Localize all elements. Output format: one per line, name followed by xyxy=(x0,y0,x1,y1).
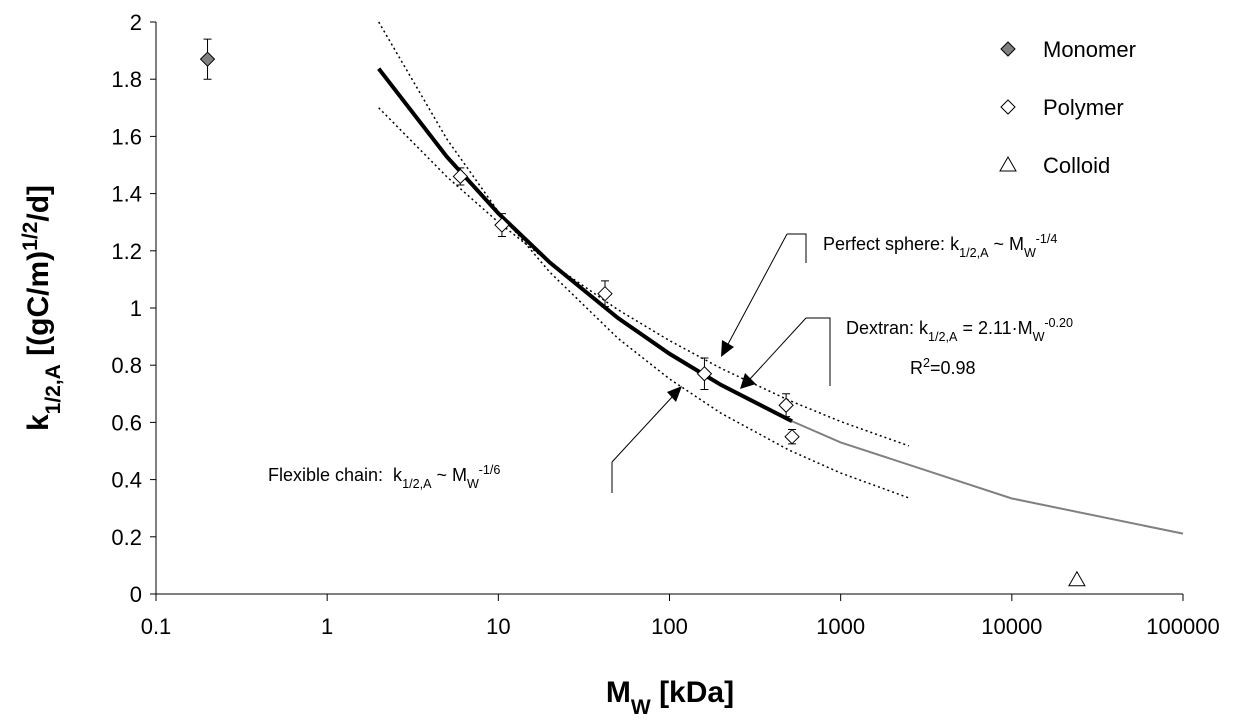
y-tick-label: 1 xyxy=(130,296,142,321)
annotation-part: = 2.11·M xyxy=(957,318,1032,338)
annotation-part: 1/2,A xyxy=(959,246,989,260)
y-tick-label: 0 xyxy=(130,582,142,607)
bracket xyxy=(787,233,807,263)
annotation-part: ~ M xyxy=(431,465,467,485)
y-axis-title-part: [(gC/m) xyxy=(22,251,55,364)
annotation-part: 1/2,A xyxy=(402,477,432,491)
y-tick-label: 1.4 xyxy=(111,182,142,207)
data-point xyxy=(199,51,216,67)
x-axis-title-part: M xyxy=(606,676,631,709)
x-tick-label: 1 xyxy=(321,614,333,639)
x-axis-title-part: [kDa] xyxy=(651,676,734,709)
x-tick-label: 10000 xyxy=(981,614,1042,639)
x-tick-label: 100000 xyxy=(1146,614,1219,639)
annotation-part: =0.98 xyxy=(930,358,976,378)
arrow-head xyxy=(721,340,734,357)
fit-line xyxy=(791,420,1184,535)
data-point xyxy=(784,428,800,445)
arrow-heads xyxy=(667,340,756,402)
y-tick-label: 0.6 xyxy=(111,410,142,435)
x-tick-label: 100 xyxy=(651,614,688,639)
annotation: Perfect sphere: k1/2,A ~ MW-1/4 xyxy=(823,232,1057,260)
data-point xyxy=(1068,570,1086,587)
y-axis-title-part: 1/2,A xyxy=(42,364,65,414)
arrow-line xyxy=(749,317,807,380)
y-tick-label: 1.2 xyxy=(111,239,142,264)
fit-line xyxy=(378,107,910,447)
data-point xyxy=(778,397,794,413)
y-axis-title-part: 1/2 xyxy=(19,222,42,251)
arrow-head xyxy=(667,386,682,402)
annotation-part: ~ M xyxy=(988,234,1024,254)
data-point xyxy=(494,217,510,233)
fit-line xyxy=(378,21,910,499)
data-point xyxy=(597,285,613,302)
annotation-part: W xyxy=(467,477,479,491)
annotation-part: W xyxy=(1024,246,1036,260)
y-tick-label: 0.2 xyxy=(111,525,142,550)
y-tick-label: 0.8 xyxy=(111,353,142,378)
x-axis-title-part: W xyxy=(631,696,651,719)
annotation: Flexible chain: k1/2,A ~ MW-1/6 xyxy=(268,463,500,491)
annotation-part: 1/2,A xyxy=(928,330,958,344)
x-axis-title: MW [kDa] xyxy=(606,676,734,719)
annotation-part: -1/6 xyxy=(479,463,501,477)
annotation-part: Dextran: k xyxy=(846,318,929,338)
annotation-part: -0.20 xyxy=(1044,316,1073,330)
bracket xyxy=(806,317,831,386)
y-tick-label: 0.4 xyxy=(111,468,142,493)
y-tick-label: 1.6 xyxy=(111,124,142,149)
data-point xyxy=(452,168,469,185)
annotation-part: -1/4 xyxy=(1036,232,1058,246)
arrow-head xyxy=(740,373,756,389)
annotation-part: R xyxy=(910,358,923,378)
annotation-part: W xyxy=(1033,330,1045,344)
annotation: Dextran: k1/2,A = 2.11·MW-0.20 xyxy=(846,316,1073,344)
annotation: R2=0.98 xyxy=(910,356,976,378)
annotation-leaders xyxy=(611,233,831,493)
y-tick-label: 2 xyxy=(130,10,142,35)
legend-marker xyxy=(999,155,1017,172)
legend-marker xyxy=(1000,99,1016,115)
annotation-part: 2 xyxy=(923,356,930,370)
legend-label: Polymer xyxy=(1043,95,1124,120)
arrow-line xyxy=(611,395,674,463)
legend-label: Monomer xyxy=(1043,37,1136,62)
annotation-part: Perfect sphere: k xyxy=(823,234,960,254)
legend-marker xyxy=(1000,41,1016,57)
x-tick-label: 10 xyxy=(486,614,510,639)
y-axis-title-part: k xyxy=(22,414,55,431)
y-axis-title: k1/2,A [(gC/m)1/2/d] xyxy=(19,185,65,431)
x-tick-label: 1000 xyxy=(816,614,865,639)
data-point xyxy=(696,366,713,382)
fit-line xyxy=(377,67,793,424)
y-tick-label: 1.8 xyxy=(111,67,142,92)
x-tick-label: 0.1 xyxy=(141,614,172,639)
y-axis-title-part: /d] xyxy=(22,185,55,222)
annotation-part: Flexible chain: k xyxy=(268,465,403,485)
legend-label: Colloid xyxy=(1043,153,1110,178)
arrow-line xyxy=(726,233,788,347)
